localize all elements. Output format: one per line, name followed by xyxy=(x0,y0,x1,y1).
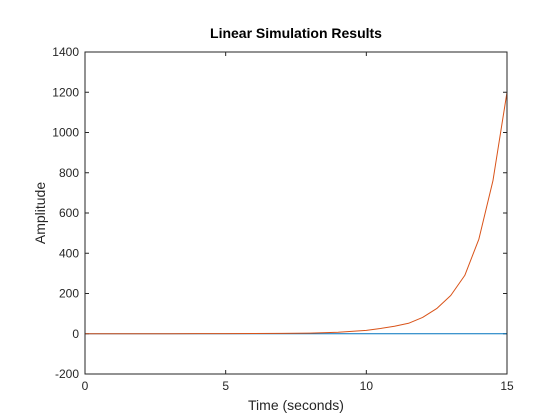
series-layer xyxy=(84,92,508,335)
y-tick-label: 200 xyxy=(59,287,79,301)
y-tick-label: 1000 xyxy=(52,126,79,140)
y-tick-label: 600 xyxy=(59,206,79,220)
y-tick-label: 400 xyxy=(59,246,79,260)
y-tick-label: 1400 xyxy=(52,45,79,59)
plot-area xyxy=(85,52,507,374)
axes-box xyxy=(84,51,508,375)
y-tick-label: -200 xyxy=(55,367,79,381)
x-tick-label: 5 xyxy=(222,379,229,393)
y-axis-label: Amplitude xyxy=(32,182,48,244)
series-line-2 xyxy=(84,92,508,335)
y-tick-label: 1200 xyxy=(52,85,79,99)
chart-title: Linear Simulation Results xyxy=(210,25,382,41)
y-tick-label: 0 xyxy=(72,327,79,341)
x-axis-label: Time (seconds) xyxy=(248,397,344,413)
y-tick-label: 800 xyxy=(59,166,79,180)
x-tick-label: 10 xyxy=(360,379,374,393)
x-tick-label: 0 xyxy=(82,379,89,393)
x-tick-label: 15 xyxy=(500,379,514,393)
